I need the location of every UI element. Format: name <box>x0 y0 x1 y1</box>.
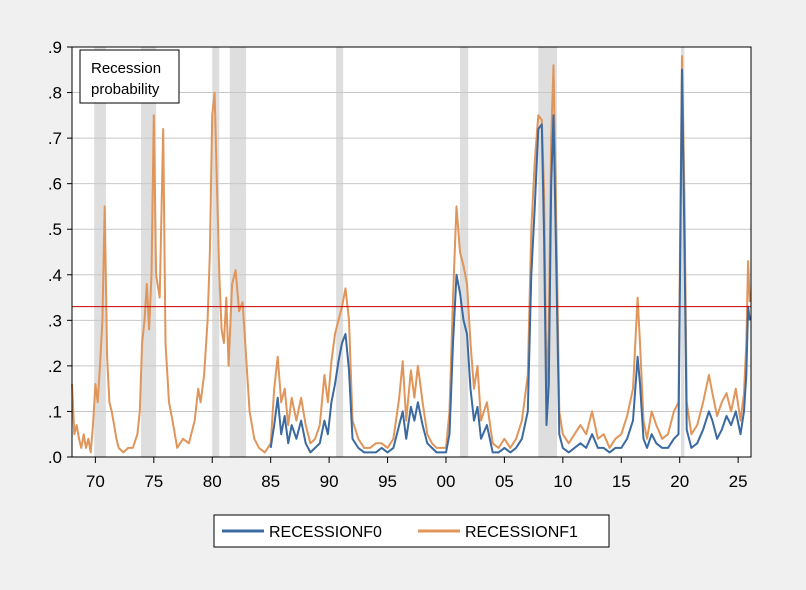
x-tick-label: 05 <box>495 472 514 491</box>
y-tick-label: .9 <box>48 38 62 57</box>
y-tick-label: .5 <box>48 220 62 239</box>
recession-band <box>212 47 220 457</box>
recession-band <box>229 47 247 457</box>
legend-label-recessionf0: RECESSIONF0 <box>269 524 382 541</box>
x-tick-label: 20 <box>670 472 689 491</box>
x-tick-label: 80 <box>203 472 222 491</box>
legend-frame <box>213 514 610 548</box>
y-tick-label: .4 <box>48 266 62 285</box>
x-tick-label: 95 <box>378 472 397 491</box>
y-axis: .0 .1 .2 .3 .4 .5 .6 .7 .8 .9 <box>48 38 72 467</box>
y-tick-label: .2 <box>48 357 62 376</box>
y-tick-label: .6 <box>48 175 62 194</box>
x-tick-label: 90 <box>320 472 339 491</box>
x-tick-label: 70 <box>86 472 105 491</box>
recession-band <box>680 47 685 457</box>
series-line-recessionf1 <box>71 55 751 454</box>
recession-band <box>140 47 157 457</box>
x-tick-label: 85 <box>261 472 280 491</box>
recession-band <box>94 47 106 457</box>
x-tick-label: 00 <box>437 472 456 491</box>
legend-label-recessionf1: RECESSIONF1 <box>465 524 578 541</box>
annotation-box: Recession probability <box>79 49 180 104</box>
annotation-line-2: probability <box>91 81 160 98</box>
y-tick-label: .3 <box>48 311 62 330</box>
y-tick-label: .1 <box>48 402 62 421</box>
annotation-frame <box>79 49 180 104</box>
y-tick-label: .8 <box>48 84 62 103</box>
x-tick-label: 25 <box>729 472 748 491</box>
series-lines <box>71 55 751 454</box>
legend: RECESSIONF0 RECESSIONF1 <box>213 514 610 548</box>
plot-area <box>72 47 751 457</box>
recession-band <box>460 47 469 457</box>
recession-band <box>336 47 344 457</box>
x-axis: 70 75 80 85 90 95 00 05 10 15 20 25 <box>86 457 748 491</box>
x-tick-label: 75 <box>144 472 163 491</box>
y-tick-label: .0 <box>48 448 62 467</box>
x-tick-label: 10 <box>553 472 572 491</box>
annotation-line-1: Recession <box>91 60 161 77</box>
series-line-recessionf0 <box>269 68 751 454</box>
x-tick-label: 15 <box>612 472 631 491</box>
y-tick-label: .7 <box>48 129 62 148</box>
plot-frame <box>71 46 752 458</box>
